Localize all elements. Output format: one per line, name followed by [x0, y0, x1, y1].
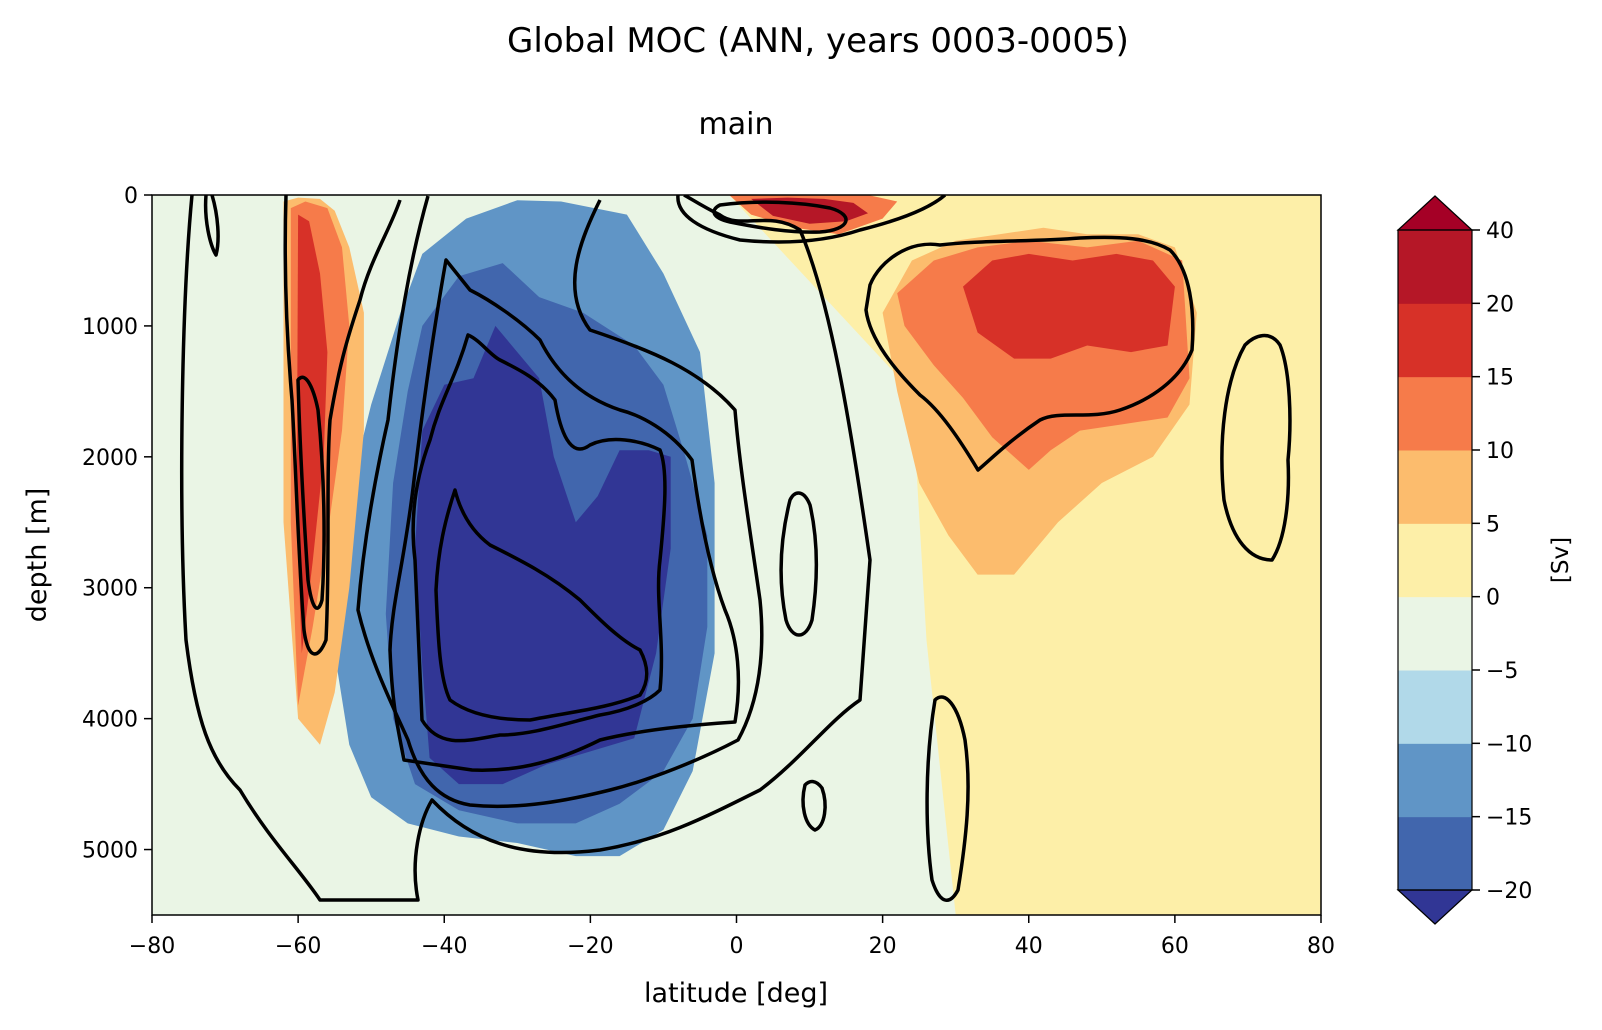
contour-line-so-positive — [283, 195, 402, 656]
contour-fill-region-11 — [751, 197, 868, 224]
x-tick-label: 80 — [1307, 934, 1335, 959]
contour-line-deep-east — [925, 695, 970, 902]
y-tick-label: 2000 — [82, 446, 138, 471]
chart-title: Global MOC (ANN, years 0003-0005) — [507, 21, 1129, 61]
colorbar-tick-label: 15 — [1486, 366, 1514, 391]
contour-line-outer-negative — [179, 195, 872, 902]
colorbar-label: [Sv] — [1548, 537, 1574, 583]
y-tick-label: 4000 — [82, 708, 138, 733]
contour-line-deep-blob — [801, 779, 827, 832]
colorbar-tick-label: 10 — [1486, 439, 1514, 464]
contour-line-minus15 — [388, 258, 741, 772]
x-tick-label: −40 — [421, 934, 467, 959]
colorbar-segment — [1398, 450, 1472, 524]
contour-line-nh-cell — [864, 235, 1195, 472]
contour-line-minus20 — [411, 333, 667, 743]
contour-fill-region-2 — [415, 325, 671, 785]
contour-lines — [179, 195, 1292, 902]
colorbar-tick-label: −20 — [1486, 879, 1532, 904]
colorbar-under-triangle — [1396, 889, 1474, 925]
x-tick-label: −80 — [129, 934, 175, 959]
colorbar-tick-label: −15 — [1486, 806, 1532, 831]
colorbar-tick-label: 0 — [1486, 586, 1500, 611]
contour-line-so-strong — [296, 375, 326, 610]
colorbar-segment — [1398, 596, 1472, 671]
contour-line-east-boundary — [1220, 333, 1292, 562]
chart-subtitle: main — [699, 107, 774, 142]
y-tick-label: 5000 — [82, 839, 138, 864]
colorbar-segment — [1398, 230, 1472, 304]
colorbar: −20 −15 −10 −5 0 5 10 15 20 40 — [1396, 195, 1532, 925]
contour-line-west-boundary — [203, 195, 220, 257]
x-axis: −80 −60 −40 −20 0 20 40 60 80 — [129, 915, 1335, 959]
y-tick-label: 3000 — [82, 577, 138, 602]
colorbar-frame — [1397, 229, 1473, 891]
y-tick-label: 1000 — [82, 315, 138, 340]
x-tick-label: −20 — [567, 934, 613, 959]
y-axis-label: depth [m] — [22, 488, 53, 623]
colorbar-segment — [1398, 816, 1472, 891]
colorbar-tick-label: −5 — [1486, 659, 1518, 684]
contour-line-upper-positive — [676, 195, 947, 244]
x-axis-label: latitude [deg] — [644, 978, 828, 1009]
x-tick-label: 40 — [1015, 934, 1043, 959]
colorbar-segment — [1398, 376, 1472, 451]
contour-line-mid-blob — [779, 491, 819, 637]
colorbar-segment — [1398, 523, 1472, 598]
x-tick-label: −60 — [275, 934, 321, 959]
contour-fill-region-9 — [963, 253, 1175, 359]
y-axis: 0 1000 2000 3000 4000 5000 — [82, 184, 152, 864]
colorbar-tick-label: 20 — [1486, 292, 1514, 317]
contour-fills — [283, 195, 1321, 915]
colorbar-segment — [1398, 670, 1472, 744]
colorbar-tick-label: −10 — [1486, 732, 1532, 757]
contour-line-minus5 — [356, 195, 764, 809]
colorbar-over-triangle — [1396, 195, 1474, 231]
colorbar-segment — [1398, 303, 1472, 378]
contour-line-minus25 — [434, 488, 649, 722]
x-tick-label: 0 — [730, 934, 744, 959]
plot-area — [152, 195, 1321, 915]
x-tick-label: 20 — [869, 934, 897, 959]
colorbar-segment — [1398, 743, 1472, 818]
x-tick-label: 60 — [1161, 934, 1189, 959]
y-tick-label: 0 — [124, 184, 138, 209]
colorbar-tick-label: 40 — [1486, 219, 1514, 244]
contour-line-surface-cell — [712, 200, 848, 234]
colorbar-tick-label: 5 — [1486, 512, 1500, 537]
